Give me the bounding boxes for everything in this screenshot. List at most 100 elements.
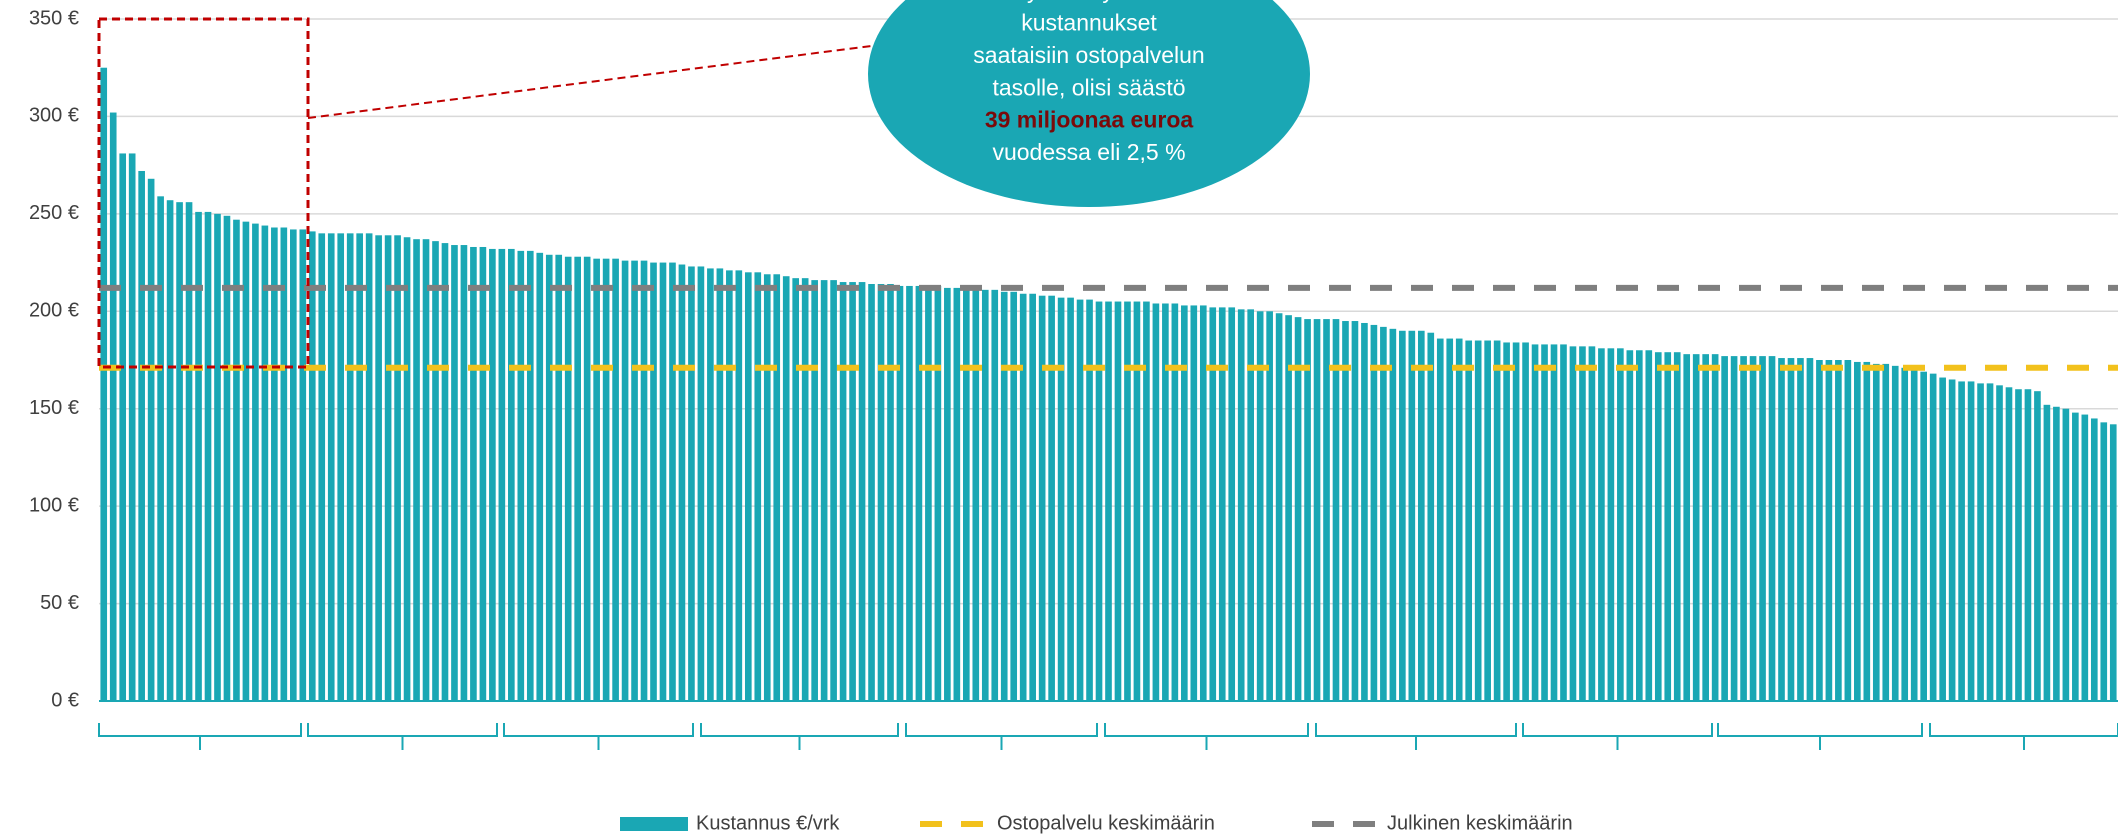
bar [470, 246, 477, 702]
bar [1076, 299, 1084, 701]
bar [384, 235, 392, 701]
bar [1683, 354, 1691, 701]
bar [337, 233, 345, 702]
bar [403, 237, 411, 702]
bar [669, 262, 676, 701]
bar [593, 258, 600, 701]
bar [754, 272, 762, 701]
bar [1702, 354, 1709, 701]
y-tick-label: 350 € [29, 7, 79, 29]
bar [1218, 307, 1226, 701]
bar [887, 284, 894, 701]
bar [308, 231, 316, 701]
y-tick-label: 300 € [29, 105, 79, 127]
bar [1019, 293, 1027, 701]
legend-swatch [620, 817, 688, 831]
bar [195, 211, 202, 701]
bar [1778, 358, 1785, 701]
bar [375, 235, 382, 701]
bar [233, 219, 240, 701]
bar [508, 248, 515, 701]
annotation-text: kustannukset [1021, 9, 1157, 35]
annotation-text: tasolle, olisi säästö [992, 74, 1185, 100]
bar [1038, 295, 1046, 701]
bar [1474, 340, 1482, 701]
bar [707, 268, 714, 701]
bar [1797, 358, 1804, 701]
bar [1228, 307, 1236, 701]
bar [744, 272, 752, 701]
bar [849, 282, 856, 701]
bar [925, 285, 932, 701]
bar [1692, 354, 1700, 701]
bar [289, 229, 297, 701]
bar [318, 233, 326, 702]
bar [147, 178, 155, 702]
bar [953, 287, 961, 701]
legend-label: Kustannus €/vrk [696, 812, 840, 834]
bar [356, 233, 363, 702]
annotation-text: kymmenyksen [1016, 0, 1163, 3]
bar [280, 227, 288, 702]
bar [1560, 344, 1567, 701]
bar [1872, 363, 1880, 701]
bar [858, 282, 866, 701]
bar [1891, 365, 1899, 701]
y-tick-label: 150 € [29, 397, 79, 419]
bar [2062, 408, 2070, 701]
y-tick-label: 50 € [40, 592, 79, 614]
bar [1417, 330, 1425, 701]
bar [574, 256, 582, 701]
bar [811, 280, 818, 701]
bar [1067, 297, 1074, 701]
bar [214, 213, 221, 701]
bar [1048, 295, 1055, 701]
bar [1929, 373, 1937, 701]
bar [1730, 356, 1738, 701]
bar [1304, 319, 1311, 701]
bar [1162, 303, 1169, 701]
decile-braces [98, 723, 2118, 750]
bar [1740, 356, 1747, 701]
brace [1522, 723, 1713, 750]
bar [991, 289, 999, 701]
bar [716, 268, 724, 701]
bar [1920, 371, 1928, 701]
bar [612, 258, 619, 701]
bar [868, 284, 875, 701]
bar [1010, 291, 1018, 701]
bar [782, 276, 790, 701]
brace [1717, 723, 1923, 750]
bar [792, 278, 800, 701]
bar [830, 280, 837, 701]
bar [1759, 356, 1766, 701]
bar [1171, 303, 1179, 701]
bar [1967, 381, 1975, 701]
bar [1275, 313, 1283, 701]
bar [526, 250, 534, 701]
bar [1882, 363, 1890, 701]
bar [555, 254, 563, 701]
bar [2043, 404, 2051, 701]
bar [451, 245, 458, 701]
bar [1493, 340, 1501, 701]
bar [1664, 352, 1672, 701]
bar [1579, 346, 1586, 701]
bar [697, 266, 705, 701]
bar [223, 215, 231, 701]
bar [2034, 391, 2041, 701]
bar [1237, 309, 1245, 701]
bar [1095, 301, 1103, 701]
bar [1522, 342, 1529, 701]
bar [1749, 356, 1757, 701]
brace [503, 723, 694, 750]
bar [1332, 319, 1340, 701]
bar [602, 258, 610, 701]
bar [346, 233, 354, 702]
bar [1143, 301, 1150, 701]
bar [678, 264, 686, 701]
bar [1617, 348, 1624, 701]
bar [640, 260, 648, 701]
bar [1654, 352, 1662, 701]
